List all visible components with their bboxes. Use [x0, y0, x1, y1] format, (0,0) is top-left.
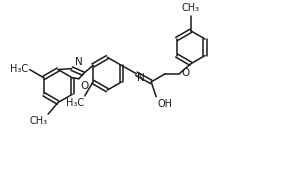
- Text: N: N: [75, 57, 82, 67]
- Text: CH₃: CH₃: [182, 3, 200, 13]
- Text: H₃C: H₃C: [66, 98, 84, 108]
- Text: H₃C: H₃C: [10, 64, 28, 73]
- Text: O: O: [181, 68, 189, 78]
- Text: OH: OH: [157, 99, 172, 109]
- Text: N: N: [137, 73, 145, 83]
- Text: CH₃: CH₃: [29, 116, 47, 126]
- Text: O: O: [81, 81, 89, 91]
